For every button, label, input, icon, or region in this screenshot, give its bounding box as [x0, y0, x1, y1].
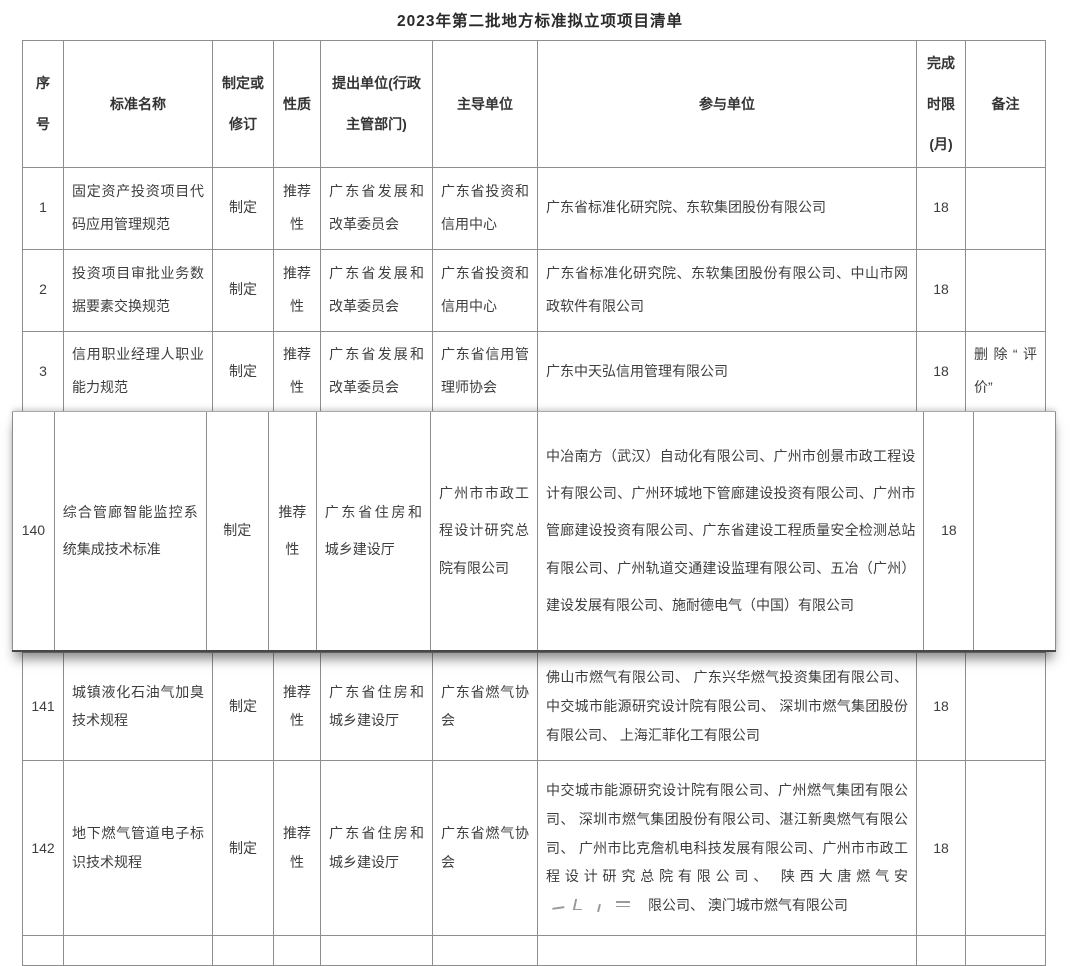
cell-seq: 141 [22, 651, 64, 761]
cell-type: 制定 [212, 759, 274, 936]
table-row-141: 141 城镇液化石油气加臭技术规程 制定 推荐性 广东省住房和城乡建设厅 广东省… [22, 651, 1046, 761]
cell-proposer: 广东省发展和改革委员会 [320, 330, 433, 411]
cell-deadline: 18 [923, 411, 975, 650]
cell-leader: 广州市市政工程设计研究总院有限公司 [429, 411, 539, 650]
cell-nature: 推荐性 [273, 166, 321, 250]
cell-type: 制定 [212, 651, 274, 761]
table-row-1: 1 固定资产投资项目代码应用管理规范 制定 推荐性 广东省发展和改革委员会 广东… [22, 166, 1046, 250]
cell-participants: 广东中天弘信用管理有限公司 [537, 330, 917, 411]
cell-type: 制定 [212, 166, 274, 250]
col-header-standard-name: 标准名称 [63, 40, 213, 168]
cell-leader [432, 934, 538, 966]
cell-type: 制定 [212, 330, 274, 411]
cell-remark [965, 759, 1046, 936]
cell-leader: 广东省投资和信用中心 [432, 248, 538, 332]
cell-proposer: 广东省住房和城乡建设厅 [315, 411, 431, 650]
standards-table-overlay: 140 综合管廊智能监控系统集成技术标准 制定 推荐性 广东省住房和城乡建设厅 … [12, 411, 1056, 650]
cell-deadline: 18 [916, 330, 966, 411]
cell-participants [537, 934, 917, 966]
cell-standard-name: 固定资产投资项目代码应用管理规范 [63, 166, 213, 250]
cell-leader: 广东省燃气协会 [432, 759, 538, 936]
col-header-deadline: 完成时限(月) [916, 40, 966, 168]
col-header-participants: 参与单位 [537, 40, 917, 168]
cell-participants: 中冶南方（武汉）自动化有限公司、广州市创景市政工程设计有限公司、广州环城地下管廊… [537, 411, 925, 650]
table-row-2: 2 投资项目审批业务数据要素交换规范 制定 推荐性 广东省发展和改革委员会 广东… [22, 248, 1046, 332]
erased-watermark [546, 896, 648, 917]
standards-table-bottom: 141 城镇液化石油气加臭技术规程 制定 推荐性 广东省住房和城乡建设厅 广东省… [22, 651, 1046, 966]
cell-standard-name: 城镇液化石油气加臭技术规程 [63, 651, 213, 761]
table-row-142: 142 地下燃气管道电子标识技术规程 制定 推荐性 广东省住房和城乡建设厅 广东… [22, 759, 1046, 936]
cell-standard-name: 投资项目审批业务数据要素交换规范 [63, 248, 213, 332]
table-row-3: 3 信用职业经理人职业能力规范 制定 推荐性 广东省发展和改革委员会 广东省信用… [22, 330, 1046, 411]
cell-seq: 3 [22, 330, 64, 411]
cell-participants: 广东省标准化研究院、东软集团股份有限公司、中山市网政软件有限公司 [537, 248, 917, 332]
cell-proposer: 广东省住房和城乡建设厅 [320, 651, 433, 761]
cell-standard-name: 信用职业经理人职业能力规范 [63, 330, 213, 411]
cell-proposer: 广东省发展和改革委员会 [320, 248, 433, 332]
cell-remark [965, 166, 1046, 250]
cell-deadline: 18 [916, 651, 966, 761]
row-140-overlay: 140 综合管廊智能监控系统集成技术标准 制定 推荐性 广东省住房和城乡建设厅 … [12, 410, 1056, 652]
cell-nature: 推荐性 [273, 651, 321, 761]
cell-type: 制定 [212, 248, 274, 332]
cell-remark [965, 651, 1046, 761]
participants-text-after: 限公司、 澳门城市燃气有限公司 [648, 897, 848, 914]
cell-leader: 广东省信用管理师协会 [432, 330, 538, 411]
col-header-leader: 主导单位 [432, 40, 538, 168]
cell-nature [273, 934, 321, 966]
cell-deadline: 18 [916, 166, 966, 250]
cell-deadline: 18 [916, 759, 966, 936]
cell-type: 制定 [205, 411, 269, 650]
cell-remark [965, 248, 1046, 332]
cell-nature: 推荐性 [273, 248, 321, 332]
header-row: 序号 标准名称 制定或修订 性质 提出单位(行政主管部门) 主导单位 参与单位 … [22, 40, 1046, 168]
cell-standard-name: 地下燃气管道电子标识技术规程 [63, 759, 213, 936]
cell-seq: 140 [12, 411, 55, 650]
cell-deadline [916, 934, 966, 966]
cell-proposer: 广东省发展和改革委员会 [320, 166, 433, 250]
cell-nature: 推荐性 [273, 330, 321, 411]
page-title: 2023年第二批地方标准拟立项项目清单 [397, 13, 683, 30]
cell-proposer: 广东省住房和城乡建设厅 [320, 759, 433, 936]
cell-nature: 推荐性 [267, 411, 317, 650]
cell-participants: 广东省标准化研究院、东软集团股份有限公司 [537, 166, 917, 250]
cell-standard-name [63, 934, 213, 966]
cell-remark: 删除“评价” [965, 330, 1046, 411]
col-header-nature: 性质 [273, 40, 321, 168]
cell-seq: 1 [22, 166, 64, 250]
cell-seq [22, 934, 64, 966]
table-row-partial [22, 934, 1046, 966]
col-header-type: 制定或修订 [212, 40, 274, 168]
cell-proposer [320, 934, 433, 966]
cell-deadline: 18 [916, 248, 966, 332]
col-header-seq: 序号 [22, 40, 64, 168]
col-header-remark: 备注 [965, 40, 1046, 168]
cell-leader: 广东省投资和信用中心 [432, 166, 538, 250]
cell-participants: 中交城市能源研究设计院有限公司、广州燃气集团有限公司、 深圳市燃气集团股份有限公… [537, 759, 917, 936]
cell-nature: 推荐性 [273, 759, 321, 936]
participants-text-before: 中交城市能源研究设计院有限公司、广州燃气集团有限公司、 深圳市燃气集团股份有限公… [546, 782, 908, 885]
standards-table-top: 序号 标准名称 制定或修订 性质 提出单位(行政主管部门) 主导单位 参与单位 … [22, 40, 1046, 411]
cell-type [212, 934, 274, 966]
cell-standard-name: 综合管廊智能监控系统集成技术标准 [53, 411, 207, 650]
cell-leader: 广东省燃气协会 [432, 651, 538, 761]
cell-remark [973, 411, 1056, 650]
cell-participants: 佛山市燃气有限公司、 广东兴华燃气投资集团有限公司、中交城市能源研究设计院有限公… [537, 651, 917, 761]
cell-seq: 142 [22, 759, 64, 936]
col-header-proposer: 提出单位(行政主管部门) [320, 40, 433, 168]
cell-remark [965, 934, 1046, 966]
table-row-140: 140 综合管廊智能监控系统集成技术标准 制定 推荐性 广东省住房和城乡建设厅 … [12, 411, 1056, 650]
cell-seq: 2 [22, 248, 64, 332]
